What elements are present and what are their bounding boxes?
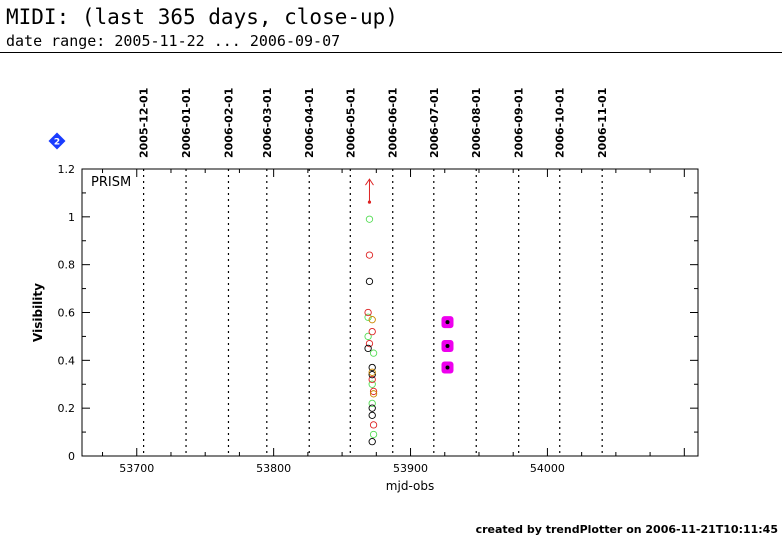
data-points [364, 178, 454, 446]
data-point-orange [368, 368, 376, 376]
panel-label: PRISM [91, 175, 131, 190]
data-point-black [368, 437, 376, 446]
data-point-green [368, 380, 376, 388]
date-marker-label: 2006-01-01 [180, 88, 193, 158]
data-point-green [369, 430, 378, 439]
plot-axes: 53700 53800 53900 54000 0 0.2 0.4 0.6 0.8 1 1.2 [58, 163, 699, 475]
data-point-red [365, 251, 374, 259]
y-tick-label: 0.4 [58, 354, 76, 367]
data-point-green [365, 215, 374, 223]
data-point-black [364, 344, 372, 353]
date-marker-label: 2006-08-01 [470, 88, 483, 158]
data-point-green [364, 313, 372, 321]
data-point-black [368, 404, 376, 412]
data-point-center-dot [445, 365, 450, 370]
date-marker-label: 2006-06-01 [387, 88, 400, 158]
y-tick-label: 0.8 [58, 259, 76, 272]
data-point-center-dot [445, 343, 450, 348]
data-point-black [365, 277, 374, 286]
data-point-orange [368, 316, 376, 324]
badge-number: 2 [54, 138, 60, 148]
x-tick-label: 53900 [393, 462, 428, 475]
y-tick-label: 1.2 [58, 163, 76, 176]
chart-subtitle: date range: 2005-11-22 ... 2006-09-07 [6, 32, 341, 50]
data-point-red [365, 339, 374, 348]
date-marker-label: 2006-11-01 [596, 88, 609, 158]
data-point-orange [369, 390, 378, 398]
data-point-green [369, 349, 378, 357]
data-point-red [364, 308, 372, 317]
y-tick-label: 0.2 [58, 402, 76, 415]
upper-limit-point [367, 200, 372, 204]
data-point-green [368, 399, 376, 408]
data-point-black [368, 371, 376, 379]
chart-labels: mjd-obs Visibility PRISM 2 [31, 132, 434, 493]
date-marker-label: 2006-04-01 [303, 88, 316, 158]
chart-title: MIDI: (last 365 days, close-up) [6, 5, 398, 29]
data-point-center-dot [445, 320, 450, 325]
data-point-black [368, 411, 376, 419]
y-tick-label: 0 [68, 450, 75, 463]
data-point-red [368, 327, 376, 336]
date-marker-label: 2006-02-01 [222, 88, 235, 158]
x-tick-label: 53800 [256, 462, 291, 475]
date-marker-label: 2006-07-01 [428, 88, 441, 158]
data-point-black [368, 363, 376, 372]
header-divider [0, 52, 782, 53]
date-gridlines: 2005-12-01 2006-01-01 2006-02-01 2006-03-01… [138, 88, 609, 456]
data-point-red [368, 375, 376, 384]
upper-limit-arrow-head [365, 178, 374, 186]
date-marker-label: 2006-03-01 [261, 88, 274, 158]
plot-frame [81, 168, 699, 457]
data-point-green [364, 332, 372, 341]
footer-credit: created by trendPlotter on 2006-11-21T10… [475, 523, 778, 536]
date-marker-label: 2006-09-01 [513, 88, 526, 158]
x-axis-title: mjd-obs [386, 479, 434, 493]
y-axis-title: Visibility [31, 283, 45, 342]
y-tick-label: 0.6 [58, 307, 76, 320]
date-marker-label: 2006-05-01 [344, 88, 357, 158]
y-tick-label: 1 [68, 211, 75, 224]
date-marker-label: 2006-10-01 [554, 88, 567, 158]
x-tick-label: 54000 [530, 462, 565, 475]
data-point-red [369, 387, 378, 396]
date-marker-label: 2005-12-01 [138, 88, 151, 158]
x-tick-label: 53700 [119, 462, 154, 475]
data-point-red [369, 421, 378, 429]
